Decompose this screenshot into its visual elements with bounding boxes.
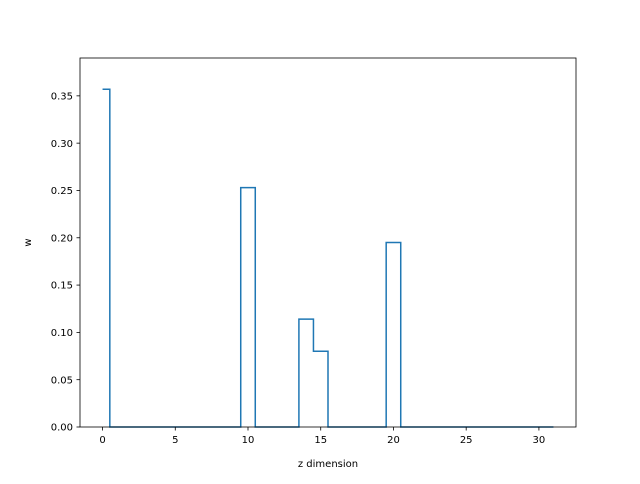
x-tick-label: 5: [172, 435, 178, 446]
axes-frame: [79, 57, 577, 428]
y-tick-label: 0.10: [51, 328, 73, 339]
y-tick-label: 0.35: [51, 91, 73, 102]
y-tick-label: 0.20: [51, 233, 73, 244]
y-tick-label: 0.30: [51, 139, 73, 150]
x-axis-ticks: 0 5 10 15 20 25 30: [99, 427, 545, 446]
x-tick-label: 0: [99, 435, 105, 446]
y-axis-label: w: [23, 238, 34, 246]
x-axis-label: z dimension: [298, 459, 358, 470]
y-axis-ticks: 0.00 0.05 0.10 0.15 0.20 0.25 0.30 0.35: [51, 91, 80, 434]
y-tick-label: 0.00: [51, 423, 73, 434]
x-tick-label: 25: [460, 435, 473, 446]
x-tick-label: 30: [533, 435, 546, 446]
x-tick-label: 10: [242, 435, 255, 446]
x-tick-label: 15: [314, 435, 327, 446]
y-tick-label: 0.05: [51, 375, 73, 386]
x-tick-label: 20: [387, 435, 400, 446]
y-tick-label: 0.25: [51, 186, 73, 197]
y-tick-label: 0.15: [51, 281, 73, 292]
